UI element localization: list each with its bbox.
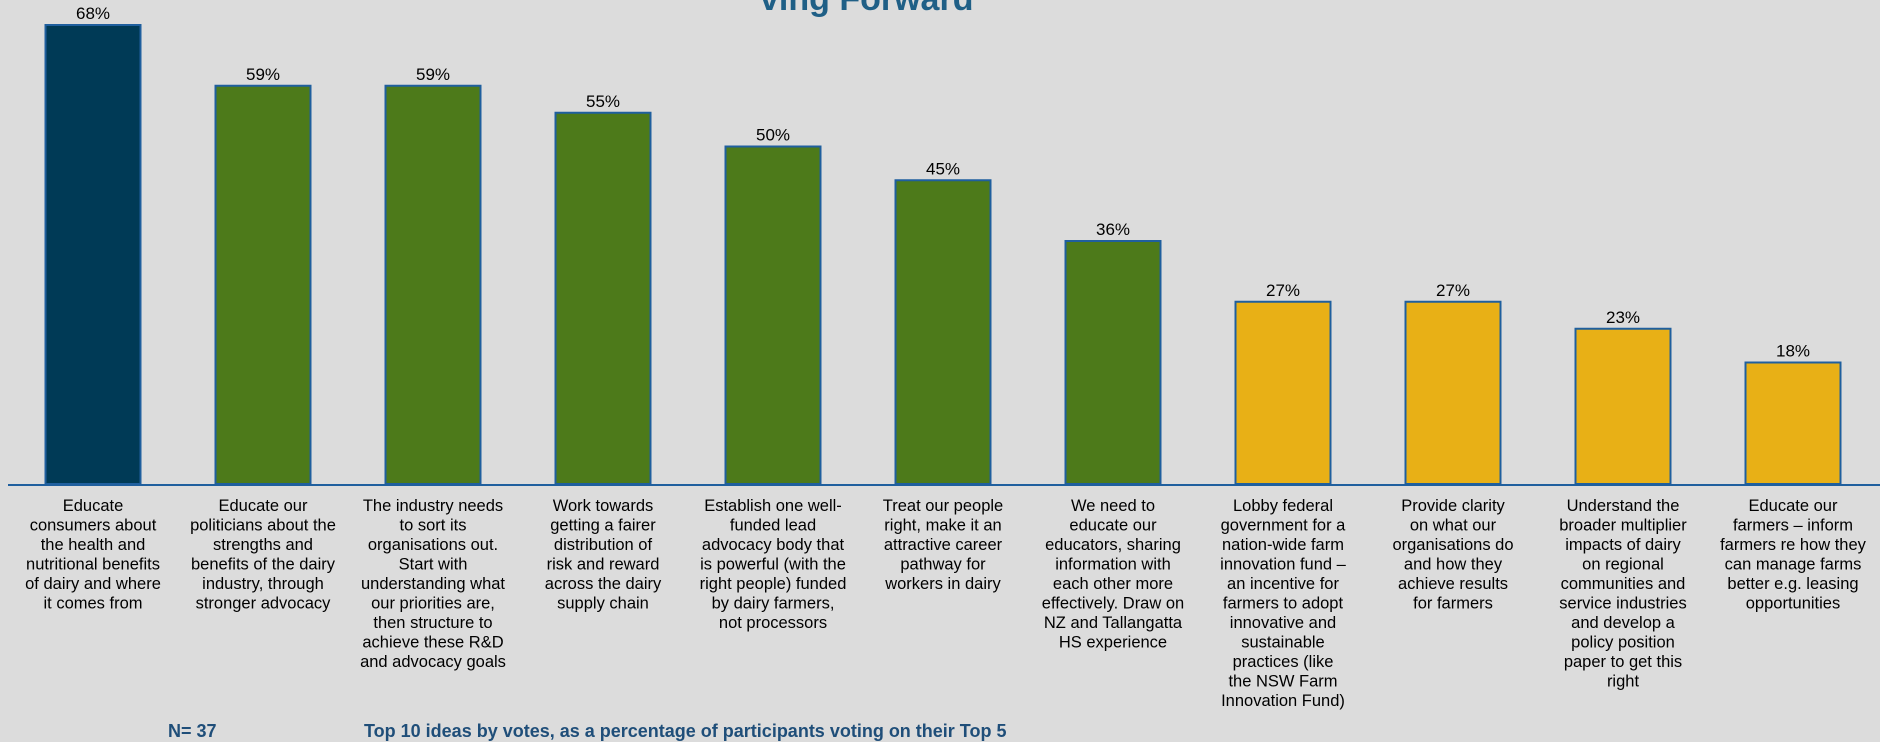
bar-4 bbox=[554, 111, 652, 485]
bar-6 bbox=[894, 179, 992, 485]
category-label-11: Educate our farmers – inform farmers re ho… bbox=[1720, 497, 1867, 613]
data-label-10: 23% bbox=[1606, 308, 1640, 327]
data-label-11: 18% bbox=[1776, 342, 1810, 361]
category-label-6: Treat our people right, make it an attract… bbox=[883, 497, 1003, 593]
bar-11 bbox=[1744, 361, 1842, 485]
bar-9 bbox=[1404, 300, 1502, 485]
category-label-9: Provide clarity on what our organisations … bbox=[1392, 497, 1513, 613]
bar-8 bbox=[1234, 300, 1332, 485]
data-label-6: 45% bbox=[926, 159, 960, 178]
bar-1 bbox=[44, 24, 142, 485]
category-label-3: The industry needs to sort its organisatio… bbox=[360, 497, 506, 671]
category-label-10: Understand the broader multiplier impacts … bbox=[1559, 497, 1687, 691]
bar-2 bbox=[214, 84, 312, 485]
data-label-8: 27% bbox=[1266, 281, 1300, 300]
chart-title-partial: ving Forward bbox=[760, 0, 973, 19]
bar-3 bbox=[384, 84, 482, 485]
data-label-5: 50% bbox=[756, 126, 790, 145]
data-label-3: 59% bbox=[416, 65, 450, 84]
chart-caption: Top 10 ideas by votes, as a percentage o… bbox=[364, 721, 1007, 741]
sample-size-note: N= 37 bbox=[168, 721, 217, 741]
category-label-8: Lobby federal government for a nation-wide… bbox=[1220, 497, 1347, 710]
bar-7 bbox=[1064, 240, 1162, 485]
category-label-7: We need to educate our educators, sharing i… bbox=[1042, 497, 1184, 652]
data-label-4: 55% bbox=[586, 92, 620, 111]
data-label-2: 59% bbox=[246, 65, 280, 84]
data-label-9: 27% bbox=[1436, 281, 1470, 300]
data-label-7: 36% bbox=[1096, 220, 1130, 239]
category-label-5: Establish one well-funded lead advocacy b… bbox=[700, 497, 847, 632]
data-label-1: 68% bbox=[76, 4, 110, 23]
bar-5 bbox=[724, 145, 822, 485]
category-label-1: Educate consumers about the health and nutr… bbox=[25, 497, 161, 613]
category-label-4: Work towards getting a fairer distribution… bbox=[545, 497, 662, 613]
category-label-2: Educate our politicians about the strength… bbox=[190, 497, 336, 613]
bar-10 bbox=[1574, 327, 1672, 485]
